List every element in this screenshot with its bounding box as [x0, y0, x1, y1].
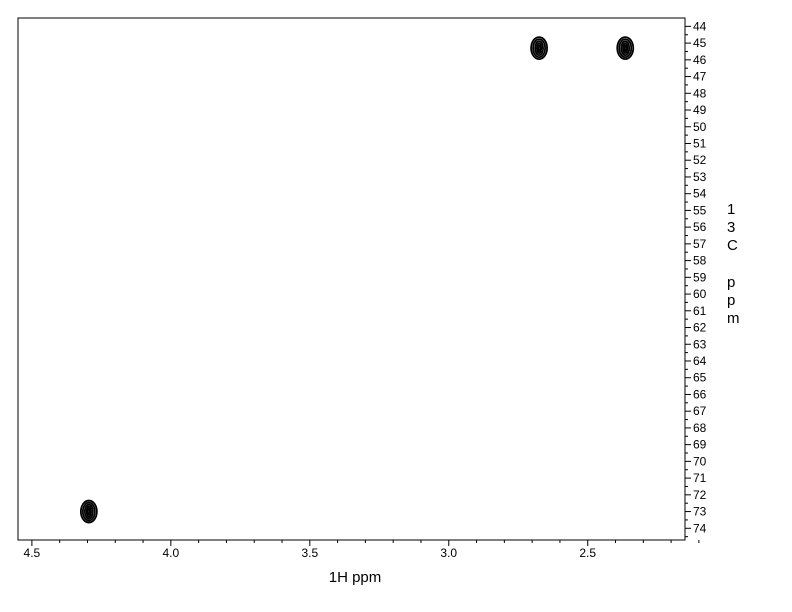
y-tick-label: 67 [693, 404, 707, 418]
x-tick-label: 3.0 [440, 546, 457, 560]
cross-peaks [79, 36, 635, 524]
y-tick-label: 55 [693, 203, 707, 217]
cross-peak [79, 499, 98, 524]
x-tick-label: 3.5 [301, 546, 318, 560]
y-tick-label: 44 [693, 19, 707, 33]
y-tick-label: 49 [693, 103, 707, 117]
y-tick-label: 68 [693, 421, 707, 435]
y-tick-label: 56 [693, 220, 707, 234]
y-tick-label: 60 [693, 287, 707, 301]
y-tick-label: 70 [693, 454, 707, 468]
y-tick-label: 53 [693, 170, 707, 184]
cross-peak [530, 36, 548, 61]
y-tick-label: 64 [693, 354, 707, 368]
y-tick-label: 57 [693, 237, 707, 251]
y-tick-label: 73 [693, 505, 707, 519]
y-axis: 44 45 46 47 48 49 50 51 52 53 54 55 56 57 58 59 60 61 62 63… [685, 19, 707, 538]
y-tick-label: 62 [693, 321, 707, 335]
y-tick-label: 47 [693, 70, 707, 84]
y-tick-label: 46 [693, 53, 707, 67]
y-tick-label: 48 [693, 86, 707, 100]
y-tick-label: 74 [693, 521, 707, 535]
y-tick-label: 52 [693, 153, 707, 167]
y-tick-label: 54 [693, 187, 707, 201]
y-tick-label: 65 [693, 371, 707, 385]
y-tick-label: 58 [693, 254, 707, 268]
cross-peak [616, 36, 635, 61]
y-tick-label: 50 [693, 120, 707, 134]
y-tick-label: 45 [693, 36, 707, 50]
x-axis-title: 1H ppm [329, 569, 382, 586]
y-tick-label: 51 [693, 136, 707, 150]
plot-frame [17, 17, 686, 541]
y-tick-label: 66 [693, 387, 707, 401]
y-tick-label: 71 [693, 471, 707, 485]
y-tick-label: 59 [693, 270, 707, 284]
y-tick-label: 63 [693, 337, 707, 351]
x-tick-label: 2.5 [579, 546, 596, 560]
y-tick-label: 69 [693, 438, 707, 452]
x-axis: 4.5 4.0 3.5 3.0 2.5 [24, 540, 700, 560]
x-tick-label: 4.0 [163, 546, 180, 560]
y-tick-label: 61 [693, 304, 707, 318]
y-tick-label: 72 [693, 488, 707, 502]
x-tick-label: 4.5 [24, 546, 41, 560]
